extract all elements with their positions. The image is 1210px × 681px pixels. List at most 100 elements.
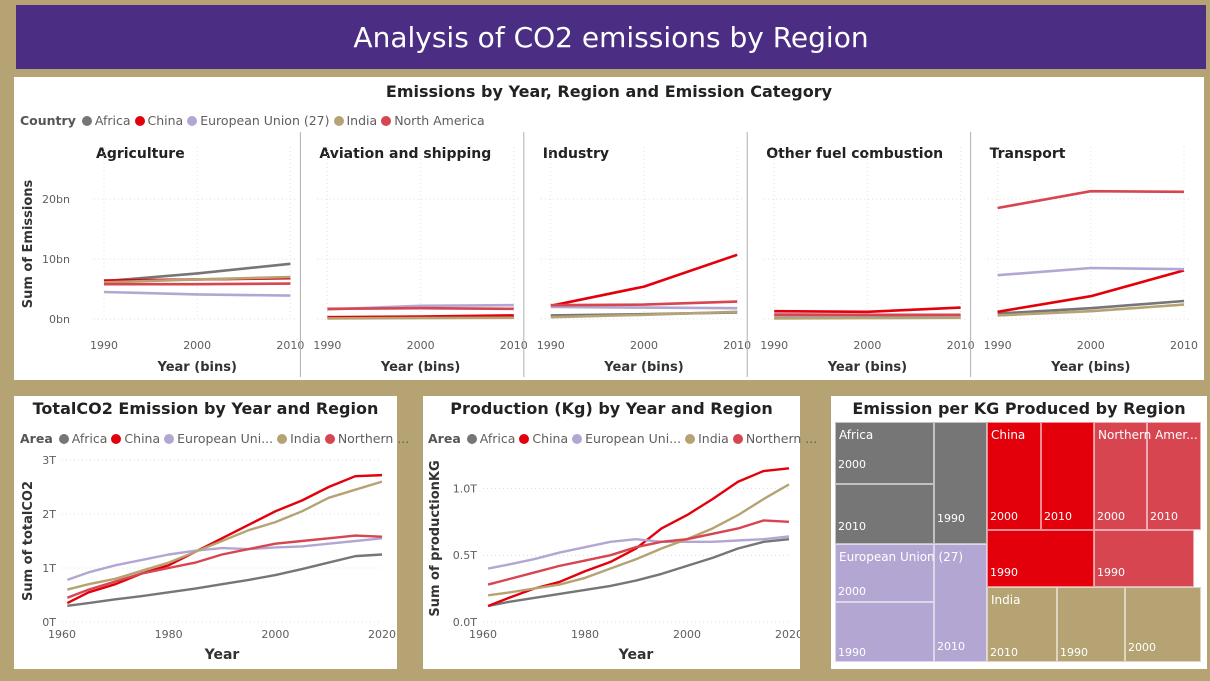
legend-item[interactable]: European Uni... [164, 431, 273, 446]
emissions-by-category-panel[interactable]: Emissions by Year, Region and Emission C… [14, 77, 1204, 380]
legend-item[interactable]: Africa [58, 431, 107, 446]
legend-item[interactable]: European Uni... [572, 431, 681, 446]
treemap-tile[interactable] [1125, 587, 1201, 662]
legend-label: China [147, 113, 184, 128]
legend-dot [333, 115, 344, 126]
treemap[interactable]: 2000 2010 1990 Africa 2000 2010 1990 China 2000 2… [835, 422, 1201, 662]
legend-item[interactable]: China [134, 113, 184, 128]
treemap-tile-label: 1990 [937, 512, 965, 525]
series-line-india[interactable] [997, 303, 1185, 317]
series-line-africa[interactable] [67, 553, 383, 607]
x-axis-title: Year (bins) [380, 360, 460, 375]
panel-title: Production (Kg) by Year and Region [450, 399, 773, 418]
legend-item[interactable]: India [277, 431, 321, 446]
x-tick-label: 2000 [183, 339, 211, 352]
treemap-tile-label: 1990 [838, 646, 866, 659]
treemap-tile[interactable] [934, 422, 987, 544]
legend-item[interactable]: European Union (27) [187, 113, 330, 128]
series-line-northern-america[interactable] [66, 534, 383, 599]
chart-legend[interactable]: Country Africa China European Union (27) In… [20, 113, 489, 128]
legend-item[interactable]: Africa [466, 431, 515, 446]
treemap-tile[interactable] [1041, 422, 1094, 530]
series-line-european-union-[interactable] [487, 535, 790, 570]
total-co2-line-chart[interactable]: 0T 1T 2T 3T 1960 1980 2000 2020 Year Sum of total… [14, 396, 397, 669]
series-line-india[interactable] [487, 483, 790, 597]
series-line-china[interactable] [487, 467, 790, 608]
page-title: Analysis of CO2 emissions by Region [16, 5, 1206, 69]
faceted-line-chart[interactable]: Sum of Emissions 0bn 10bn 20bn Agriculture 19… [14, 77, 1204, 380]
treemap-tile[interactable] [1094, 530, 1194, 587]
chart-legend[interactable]: Area Africa China European Uni... India Nort… [428, 431, 821, 446]
emission-per-kg-panel[interactable]: Emission per KG Produced by Region 2000 2… [831, 396, 1207, 669]
series-line-africa[interactable] [487, 537, 790, 608]
series-line-china[interactable] [550, 253, 738, 308]
legend-item[interactable]: India [333, 113, 378, 128]
series-line-china[interactable] [66, 473, 383, 605]
series-line-india[interactable] [103, 275, 291, 284]
legend-label: India [346, 113, 378, 128]
x-axis-title: Year (bins) [1050, 360, 1130, 375]
production-line-chart[interactable]: 0.0T 0.5T 1.0T 1960 1980 2000 2020 Year Sum of p… [423, 396, 800, 669]
x-tick-label: 2010 [500, 339, 528, 352]
y-axis-title: Sum of productionKG [428, 460, 443, 616]
series-line-india[interactable] [774, 316, 961, 320]
x-axis-title: Year (bins) [603, 360, 683, 375]
treemap-tile[interactable] [835, 544, 934, 602]
x-axis-title: Year [204, 647, 240, 663]
production-panel[interactable]: Production (Kg) by Year and Region Area … [423, 396, 817, 669]
facet-title: Transport [990, 146, 1066, 162]
x-tick-label: 1990 [313, 339, 341, 352]
legend-item[interactable]: Northern ... [324, 431, 409, 446]
legend-item[interactable]: China [111, 431, 160, 446]
series-line-africa[interactable] [103, 262, 291, 283]
series-line-china[interactable] [997, 269, 1185, 314]
treemap-tile[interactable] [987, 587, 1057, 662]
x-tick-label: 2000 [1077, 339, 1105, 352]
series-line-european-union-[interactable] [997, 266, 1185, 277]
legend-dot [466, 433, 477, 444]
legend-dot [381, 115, 392, 126]
legend-item[interactable]: Africa [81, 113, 131, 128]
x-tick-label: 1990 [984, 339, 1012, 352]
series-line-india[interactable] [327, 316, 514, 320]
y-tick-label: 0.0T [453, 616, 477, 629]
treemap-tile[interactable] [934, 544, 987, 662]
series-line-north-america[interactable] [104, 282, 291, 286]
legend-dot [277, 433, 288, 444]
x-tick-label: 1990 [760, 339, 788, 352]
treemap-tile[interactable] [987, 530, 1094, 587]
treemap-tile-label: 2000 [990, 510, 1018, 523]
treemap-tile[interactable] [1147, 422, 1201, 530]
legend-title: Country [20, 113, 76, 128]
series-line-north-america[interactable] [327, 306, 514, 311]
series-line-india[interactable] [550, 310, 738, 319]
y-tick-label: 10bn [42, 253, 70, 266]
total-co2-panel[interactable]: TotalCO2 Emission by Year and Region Are… [14, 396, 409, 669]
treemap-tile[interactable] [835, 602, 934, 662]
legend-dot [134, 115, 145, 126]
y-tick-label: 0.5T [453, 549, 477, 562]
series-line-northern-america[interactable] [487, 519, 790, 586]
legend-item[interactable]: North America [381, 113, 485, 128]
legend-title: Area [20, 431, 53, 446]
series-line-north-america[interactable] [997, 189, 1185, 210]
legend-item[interactable]: Northern ... [732, 431, 817, 446]
treemap-tile[interactable] [1094, 422, 1147, 530]
series-line-africa[interactable] [997, 299, 1185, 315]
legend-item[interactable]: China [519, 431, 568, 446]
series-line-india[interactable] [67, 480, 383, 591]
x-tick-label: 2010 [276, 339, 304, 352]
treemap-tile[interactable] [835, 422, 934, 484]
series-line-european-union-[interactable] [66, 537, 383, 582]
panel-title: Emissions by Year, Region and Emission C… [385, 82, 833, 101]
treemap-tile[interactable] [987, 422, 1041, 530]
series-line-european-union-[interactable] [103, 290, 291, 297]
chart-legend[interactable]: Area Africa China European Uni... India Nort… [20, 431, 413, 446]
x-tick-label: 1980 [571, 628, 599, 641]
treemap-tile[interactable] [835, 484, 934, 544]
treemap-tile[interactable] [1057, 587, 1125, 662]
series-line-china[interactable] [774, 306, 961, 314]
legend-item[interactable]: India [685, 431, 729, 446]
series-line-north-america[interactable] [550, 300, 738, 307]
series-line-european-union-[interactable] [550, 305, 738, 310]
